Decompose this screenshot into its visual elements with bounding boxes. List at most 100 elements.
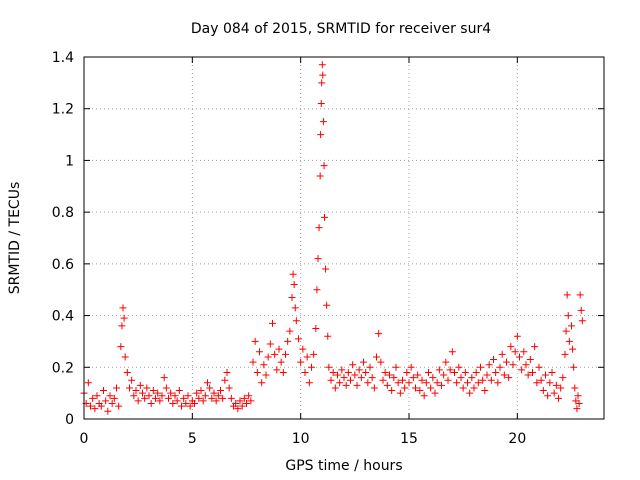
data-point [396,389,404,397]
data-point [123,368,131,376]
data-point [165,394,172,402]
x-tick-label: 5 [188,431,197,447]
data-point [565,337,573,345]
data-point [119,304,127,312]
data-point [214,392,222,400]
data-point [537,376,545,384]
data-point [533,379,541,387]
data-point [401,384,409,392]
x-tick-label: 0 [80,431,89,447]
data-point [561,350,569,358]
data-point [208,394,216,402]
data-point [149,387,157,395]
data-point [197,387,205,395]
data-point [466,389,474,397]
data-point [160,374,168,382]
data-point [412,384,419,392]
data-point [455,363,463,371]
data-point [219,394,227,402]
data-point [425,368,432,376]
data-point [253,368,261,376]
data-point [115,402,123,410]
data-point [336,379,344,387]
data-point [175,387,183,395]
data-point [162,384,170,392]
data-point [324,332,332,340]
data-point [496,363,504,371]
data-point [542,371,549,379]
data-point [245,392,253,400]
data-point [407,363,415,371]
x-tick-label: 15 [400,431,418,447]
data-point [191,399,198,407]
data-point [318,61,326,69]
data-point [102,397,110,405]
data-point [571,384,579,392]
data-point [312,325,320,332]
data-point [498,350,506,358]
data-point [405,379,413,387]
data-point [225,384,233,392]
data-point [182,399,190,407]
data-point [362,368,370,376]
data-point [234,405,242,413]
data-point [249,358,257,366]
data-point [318,79,326,87]
data-point [271,350,279,358]
data-point [418,376,426,384]
x-tick-label: 10 [292,431,310,447]
data-point [507,343,515,351]
data-point [217,387,224,395]
data-point [290,281,298,289]
data-point [481,387,489,395]
data-point [381,368,389,376]
data-point [344,368,352,376]
data-point [100,387,107,395]
data-point [409,374,417,382]
data-point [440,371,448,379]
data-point [569,345,577,353]
data-point [327,376,335,384]
data-point [347,376,354,384]
data-point [329,368,337,376]
data-point [522,361,530,369]
data-point [503,358,510,366]
data-point [492,368,500,376]
data-point [360,358,367,366]
data-point [110,394,118,402]
data-point [277,358,285,366]
data-point [317,131,325,139]
data-point [279,368,287,376]
data-point [524,371,532,379]
data-point [173,397,181,405]
data-point [505,374,513,382]
data-point [468,374,476,382]
data-point [321,213,328,221]
data-point [87,402,94,410]
data-point [392,363,400,371]
data-point [431,389,439,397]
y-tick-label: 1.2 [52,102,74,118]
data-point [147,399,155,407]
data-point [334,371,341,379]
data-point [154,389,162,397]
data-point [113,384,120,392]
data-point [509,361,517,369]
data-point [518,366,526,374]
data-point [178,402,185,410]
data-point [513,332,521,340]
data-point [459,384,467,392]
data-point [451,368,458,376]
data-point [193,389,201,397]
data-point [368,374,376,382]
data-point [355,366,363,374]
data-point [500,371,508,379]
data-point [308,363,315,371]
data-point [548,368,556,376]
data-point [317,100,325,108]
grid-lines [84,57,604,419]
data-point [373,353,380,361]
data-point [251,337,259,345]
y-tick-label: 0.4 [52,309,74,325]
data-point [118,322,126,330]
